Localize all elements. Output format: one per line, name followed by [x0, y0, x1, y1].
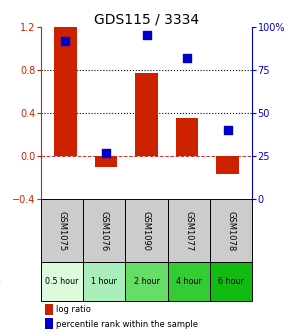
Point — [63, 38, 68, 43]
Text: 2 hour: 2 hour — [134, 277, 159, 286]
Text: GSM1078: GSM1078 — [226, 211, 235, 251]
Point — [185, 55, 189, 60]
Text: percentile rank within the sample: percentile rank within the sample — [56, 320, 198, 329]
Bar — [41, 199, 83, 262]
Bar — [125, 199, 168, 262]
Text: 0.5 hour: 0.5 hour — [45, 277, 79, 286]
Bar — [210, 262, 252, 301]
Text: 1 hour: 1 hour — [91, 277, 117, 286]
Bar — [168, 262, 210, 301]
Text: GSM1075: GSM1075 — [58, 211, 67, 251]
Bar — [210, 199, 252, 262]
Bar — [83, 262, 125, 301]
Bar — [45, 319, 53, 330]
Text: GSM1090: GSM1090 — [142, 211, 151, 251]
Point — [144, 33, 149, 38]
Point — [225, 127, 230, 133]
Title: GDS115 / 3334: GDS115 / 3334 — [94, 13, 199, 27]
Bar — [95, 156, 117, 167]
Bar — [217, 156, 239, 174]
Bar — [176, 118, 198, 156]
Bar — [125, 262, 168, 301]
Bar — [41, 262, 83, 301]
Text: 4 hour: 4 hour — [176, 277, 202, 286]
Bar — [168, 199, 210, 262]
Text: log ratio: log ratio — [56, 305, 91, 314]
Bar — [54, 27, 76, 156]
Text: 6 hour: 6 hour — [218, 277, 244, 286]
Point — [104, 150, 108, 155]
Bar — [135, 73, 158, 156]
Bar — [45, 304, 53, 315]
Text: GSM1076: GSM1076 — [100, 211, 109, 251]
Bar — [83, 199, 125, 262]
Text: time  ►: time ► — [0, 277, 1, 286]
Text: GSM1077: GSM1077 — [184, 211, 193, 251]
